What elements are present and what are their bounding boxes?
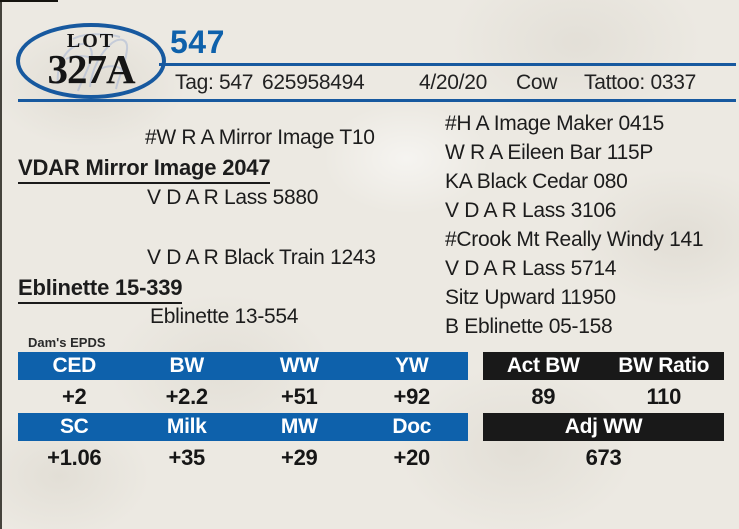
tattoo-field: Tattoo: 0337 xyxy=(584,71,696,94)
dams-epds-table: CED BW WW YW +2 +2.2 +51 +92 SC Milk MW … xyxy=(18,352,468,474)
adj-ww-header: Adj WW xyxy=(564,415,643,438)
performance-header-row-1: Act BW BW Ratio xyxy=(483,352,724,380)
epd-value-sc: +1.06 xyxy=(47,444,102,470)
epd-value-row-2: +1.06 +35 +29 +20 xyxy=(18,441,468,474)
pedigree-ancestor: #H A Image Maker 0415 xyxy=(445,112,664,135)
pedigree-great-grandparents: #H A Image Maker 0415 W R A Eileen Bar 1… xyxy=(445,109,704,341)
sex-label: Cow xyxy=(516,71,558,94)
bw-ratio-header: BW Ratio xyxy=(618,354,710,377)
lot-label: LOT xyxy=(66,30,116,52)
birth-date: 4/20/20 xyxy=(419,71,487,94)
epd-value-milk: +35 xyxy=(168,444,206,470)
epd-value-yw: +92 xyxy=(393,383,431,409)
pedigree-sire-of-dam: V D A R Black Train 1243 xyxy=(147,246,376,269)
pedigree-ancestor: B Eblinette 05-158 xyxy=(445,315,613,338)
pedigree-dam-of-sire: V D A R Lass 5880 xyxy=(147,186,319,209)
epd-header-ww: WW xyxy=(279,354,319,377)
pedigree-ancestor: KA Black Cedar 080 xyxy=(445,170,628,193)
scan-artifact-line xyxy=(0,0,58,2)
lot-number: 327A xyxy=(47,46,135,92)
act-bw-header: Act BW xyxy=(506,354,580,377)
performance-table: Act BW BW Ratio 89 110 Adj WW 673 xyxy=(483,352,724,474)
epd-header-yw: YW xyxy=(395,354,429,377)
epd-value-ced: +2 xyxy=(62,383,87,409)
performance-value-row-1: 89 110 xyxy=(483,380,724,413)
epd-header-row-1: CED BW WW YW xyxy=(18,352,468,380)
pedigree-sire-of-sire: #W R A Mirror Image T10 xyxy=(145,126,375,149)
bw-ratio-value: 110 xyxy=(646,383,682,409)
pedigree-ancestor: Sitz Upward 11950 xyxy=(445,286,616,309)
tag-number-heading: 547 xyxy=(170,24,225,60)
pedigree-dam: Eblinette 15-339 xyxy=(18,275,183,304)
epd-header-ced: CED xyxy=(52,354,97,377)
epd-header-bw: BW xyxy=(169,354,205,377)
pedigree-ancestor: W R A Eileen Bar 115P xyxy=(445,141,654,164)
pedigree-dam-of-dam: Eblinette 13-554 xyxy=(150,305,299,328)
pedigree-ancestor: V D A R Lass 5714 xyxy=(445,257,617,280)
epd-header-row-2: SC Milk MW Doc xyxy=(18,413,468,441)
page-edge-line xyxy=(0,0,2,529)
pedigree-sire: VDAR Mirror Image 2047 xyxy=(18,155,271,184)
registration-number: 625958494 xyxy=(262,71,365,94)
epd-header-milk: Milk xyxy=(166,415,207,438)
pedigree-ancestor: #Crook Mt Really Windy 141 xyxy=(445,228,704,251)
section-divider-line xyxy=(18,99,736,102)
epd-value-bw: +2.2 xyxy=(165,383,209,409)
epd-header-sc: SC xyxy=(59,415,89,438)
dams-epds-label: Dam's EPDS xyxy=(28,335,106,350)
pedigree-ancestor: V D A R Lass 3106 xyxy=(445,199,617,222)
lot-badge: LOT 327A xyxy=(16,23,166,99)
adj-ww-value: 673 xyxy=(585,444,622,470)
epd-value-row-1: +2 +2.2 +51 +92 xyxy=(18,380,468,413)
act-bw-value: 89 xyxy=(531,383,556,409)
cattle-watermark-art xyxy=(56,33,129,92)
performance-header-row-2: Adj WW xyxy=(483,413,724,441)
epd-value-ww: +51 xyxy=(281,383,318,409)
epd-header-doc: Doc xyxy=(392,415,432,438)
tag-field: Tag: 547 xyxy=(175,71,254,94)
epd-header-mw: MW xyxy=(280,415,318,438)
epd-value-mw: +29 xyxy=(281,444,318,470)
performance-value-row-2: 673 xyxy=(483,441,724,474)
epd-value-doc: +20 xyxy=(393,444,431,470)
header-divider-line xyxy=(159,63,736,66)
